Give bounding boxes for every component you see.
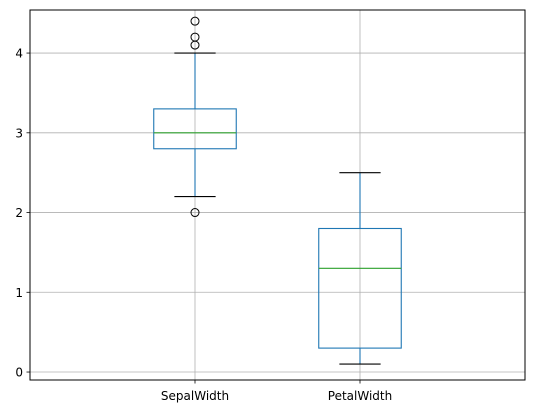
x-tick-label: PetalWidth <box>328 389 392 403</box>
outlier-point <box>190 208 200 218</box>
box-PetalWidth <box>318 172 402 365</box>
box-series <box>153 16 402 365</box>
box-iqr <box>153 108 237 150</box>
outlier-point <box>190 32 200 42</box>
y-tick-label: 3 <box>15 126 23 140</box>
y-tick-label: 0 <box>15 366 23 380</box>
box-SepalWidth <box>153 16 237 218</box>
outlier-point <box>190 16 200 26</box>
y-tick-label: 2 <box>15 206 23 220</box>
x-axis: SepalWidth PetalWidth <box>161 380 392 403</box>
y-axis: 0 1 2 3 4 <box>15 47 30 380</box>
y-tick-label: 1 <box>15 286 23 300</box>
y-tick-label: 4 <box>15 47 23 61</box>
plot-frame <box>29 9 526 381</box>
grid-lines <box>30 10 525 380</box>
x-tick-label: SepalWidth <box>161 389 229 403</box>
box-iqr <box>318 227 402 349</box>
